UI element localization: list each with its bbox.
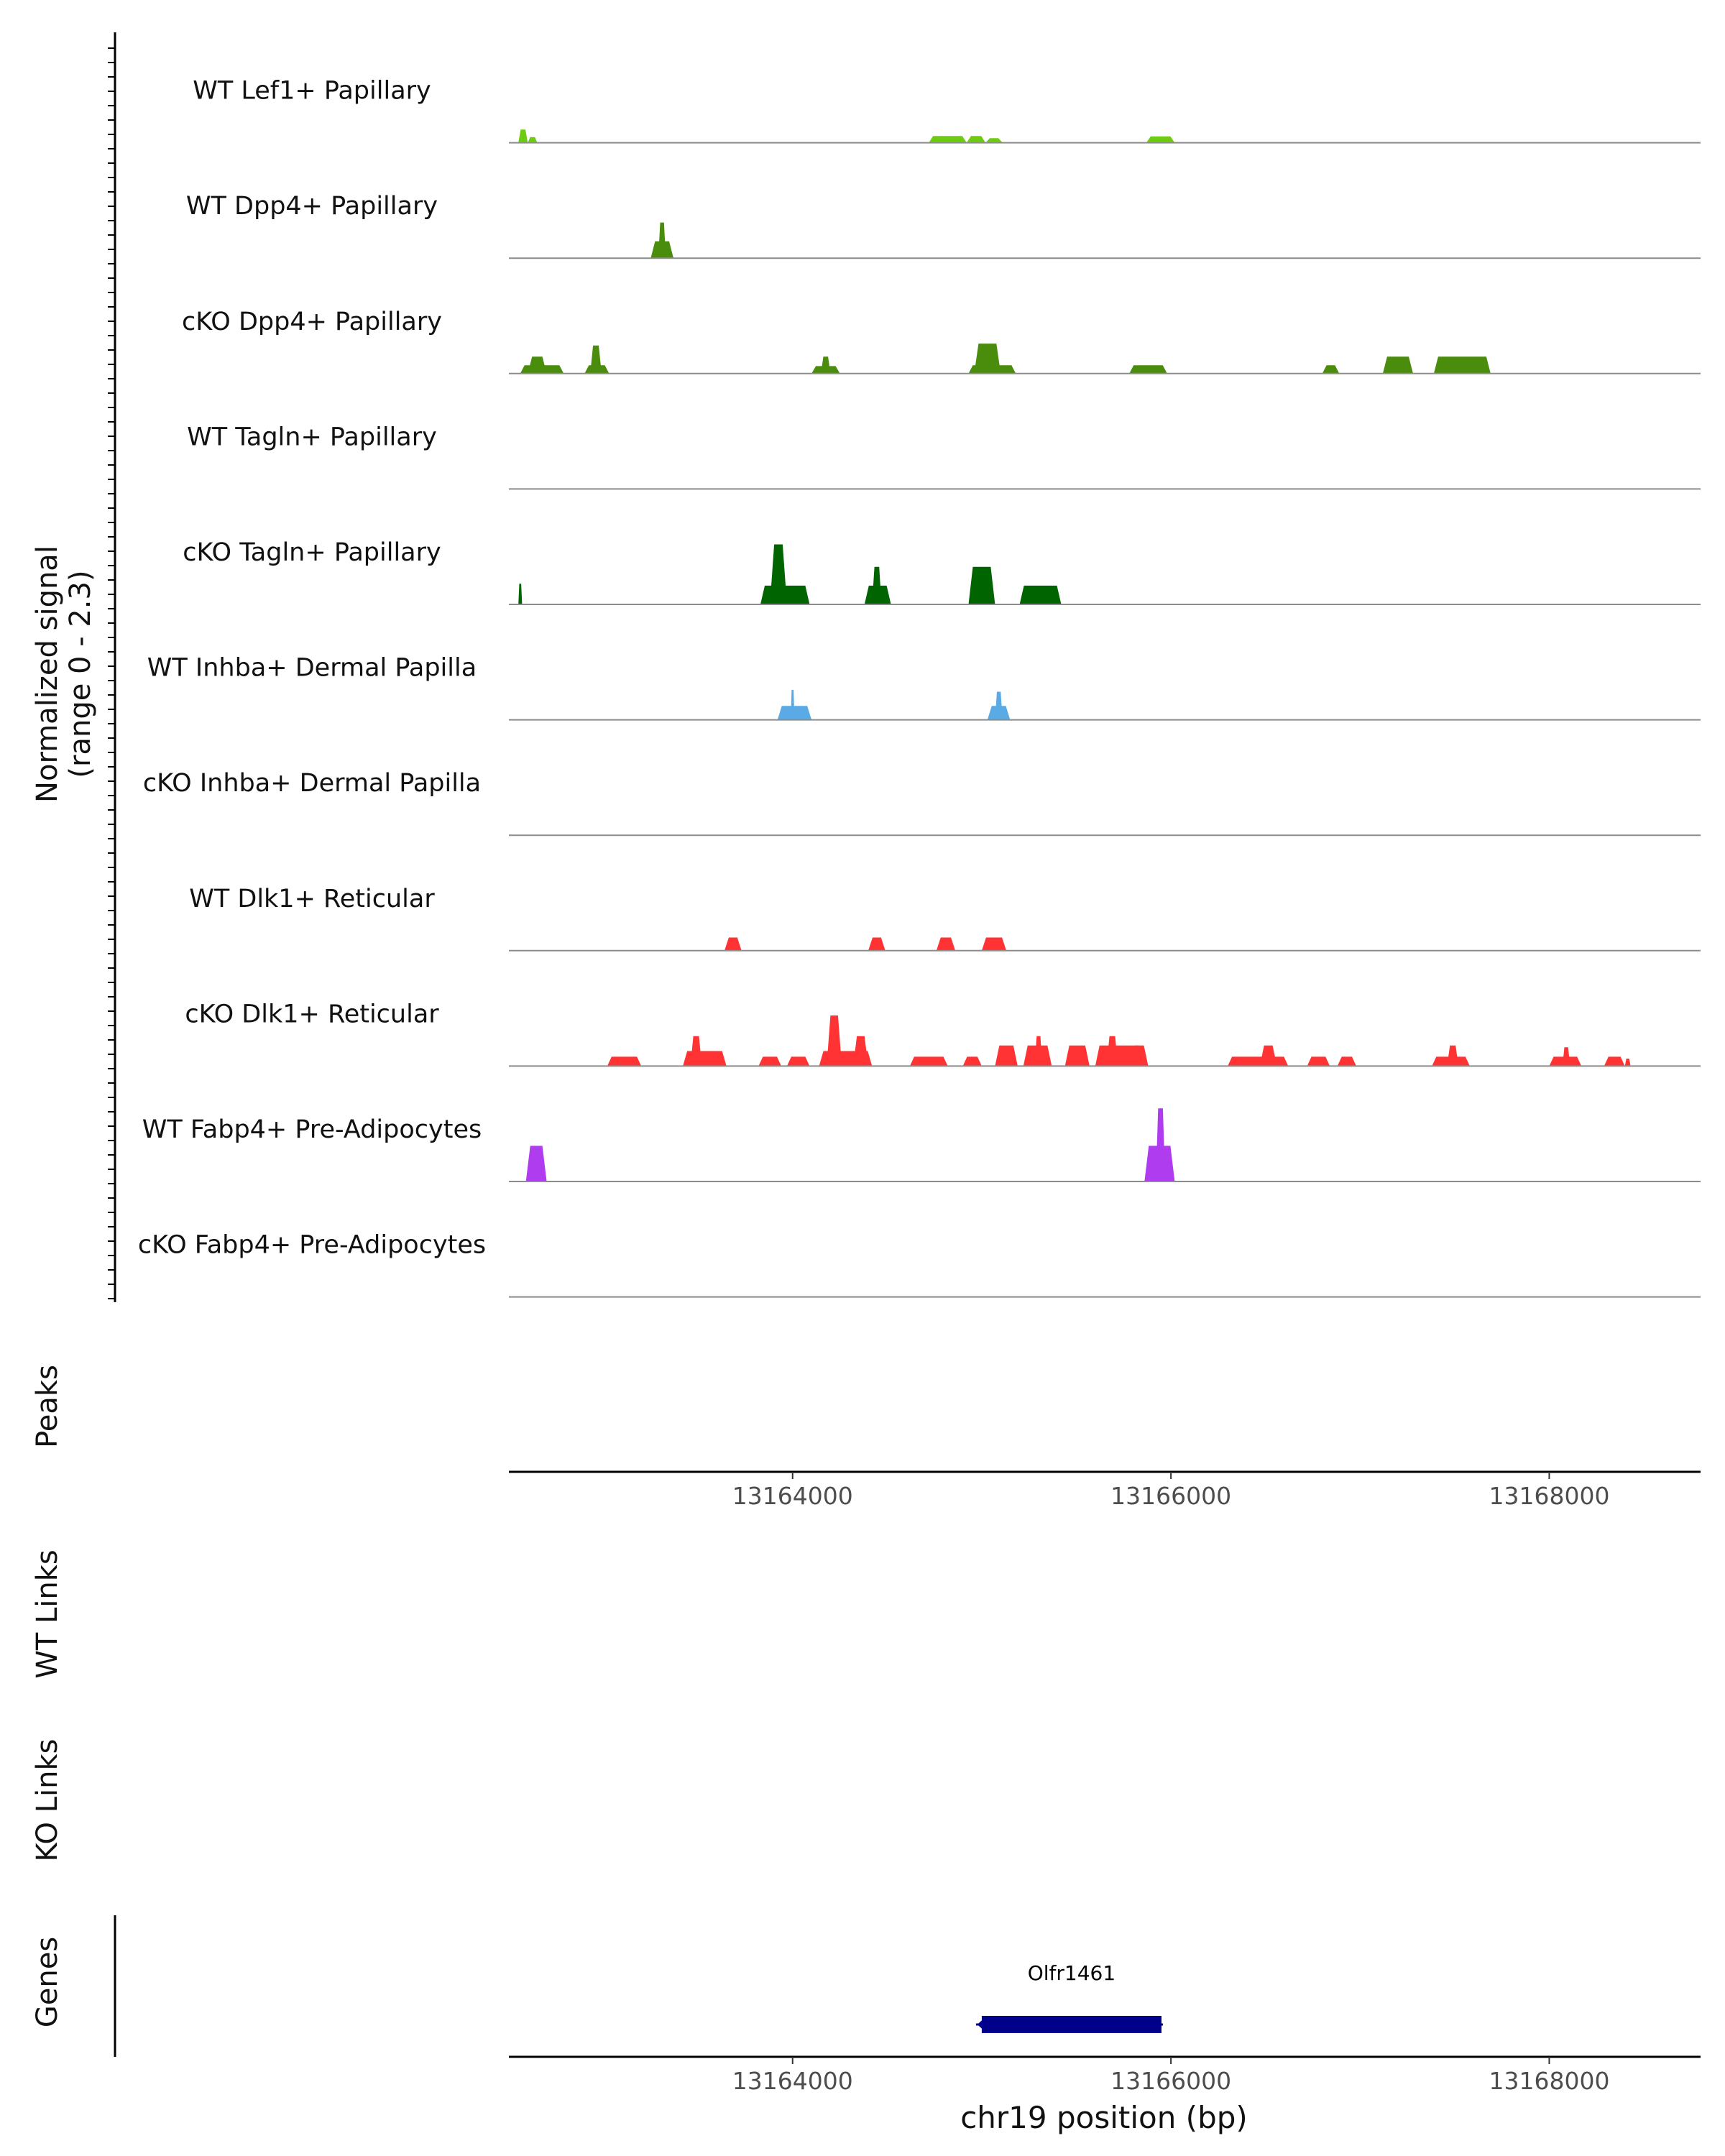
track-wt-inhba-dermal-papilla: WT Inhba+ Dermal Papilla [147, 654, 1701, 721]
signal-peak [868, 937, 886, 951]
track-label: WT Dlk1+ Reticular [189, 885, 435, 913]
signal-peak [936, 937, 956, 951]
track-wt-tagln-papillary: WT Tagln+ Papillary [187, 423, 1701, 490]
wt-links-section-label: WT Links [31, 1549, 64, 1678]
track-wt-fabp4-pre-adipocytes: WT Fabp4+ Pre-Adipocytes [142, 1108, 1701, 1182]
signal-peak [1382, 356, 1413, 374]
peaks-x-axis: 13164000 13166000 13168000 [509, 1470, 1701, 1510]
track-wt-dpp4-papillary: WT Dpp4+ Papillary [186, 192, 1701, 259]
peaks-x-tick-label: 13168000 [1489, 1482, 1609, 1510]
track-label: WT Fabp4+ Pre-Adipocytes [142, 1115, 482, 1144]
track-cko-dpp4-papillary: cKO Dpp4+ Papillary [182, 308, 1701, 374]
signal-peak [525, 1146, 547, 1181]
signal-peak [929, 136, 967, 143]
ko-links-section-label: KO Links [31, 1739, 64, 1862]
gene-label: Olfr1461 [1028, 1961, 1116, 1985]
track-wt-lef1-papillary: WT Lef1+ Papillary [193, 77, 1701, 144]
signal-peak [1064, 1045, 1090, 1067]
track-cko-tagln-papillary: cKO Tagln+ Papillary [183, 538, 1701, 605]
signal-peak [683, 1051, 727, 1067]
signal-peak [1604, 1056, 1625, 1067]
strand-arrow-icon [977, 2017, 987, 2032]
track-wt-dlk1-reticular: WT Dlk1+ Reticular [189, 885, 1701, 952]
signal-peak [1034, 1036, 1043, 1067]
genes-x-tick-label: 13164000 [732, 2067, 853, 2095]
gene-olfr1461: Olfr1461 [975, 1961, 1163, 2033]
signal-peak [724, 937, 742, 951]
signal-peak [1259, 1045, 1277, 1067]
genes-x-tick-label: 13168000 [1489, 2067, 1609, 2095]
signal-peak [758, 1056, 781, 1067]
signal-y-axis [108, 32, 116, 1302]
peaks-x-tick-label: 13166000 [1110, 1482, 1231, 1510]
genes-section-label: Genes [31, 1937, 64, 2027]
track-label: cKO Tagln+ Papillary [183, 538, 441, 567]
genes-x-tick-label: 13166000 [1110, 2067, 1231, 2095]
signal-peak [995, 1045, 1018, 1067]
signal-peak [590, 345, 602, 374]
signal-peak [1156, 1108, 1166, 1181]
signal-peak [827, 1015, 842, 1067]
signal-peak [981, 937, 1007, 951]
signal-peak [872, 566, 882, 604]
signal-peak [1106, 1036, 1118, 1067]
gene-exon [981, 2016, 1162, 2033]
track-label: WT Tagln+ Papillary [187, 423, 437, 451]
signal-peak [1322, 365, 1340, 374]
signal-peak [770, 544, 787, 604]
signal-peak [528, 137, 538, 143]
gene-track: Olfr1461 [975, 1961, 1163, 2033]
track-cko-fabp4-pre-adipocytes: cKO Fabp4+ Pre-Adipocytes [138, 1231, 1701, 1298]
signal-tracks: WT Lef1+ Papillary WT Dpp4+ Papillary cKO … [138, 77, 1701, 1298]
signal-peak [607, 1056, 642, 1067]
signal-peak [853, 1036, 868, 1067]
signal-peak [966, 136, 986, 143]
peaks-x-tick-label: 13164000 [732, 1482, 853, 1510]
track-cko-inhba-dermal-papilla: cKO Inhba+ Dermal Papilla [143, 769, 1701, 837]
x-axis-label: chr19 position (bp) [960, 2100, 1248, 2135]
signal-peak [1562, 1047, 1570, 1067]
signal-peak [1133, 1045, 1141, 1067]
signal-peak [968, 566, 995, 604]
track-label: WT Dpp4+ Papillary [186, 192, 438, 221]
track-label: cKO Dlk1+ Reticular [185, 1000, 439, 1028]
signal-peak [1307, 1056, 1330, 1067]
track-cko-dlk1-reticular: cKO Dlk1+ Reticular [185, 1000, 1701, 1067]
signal-peak [985, 138, 1003, 143]
signal-peak [1433, 356, 1491, 374]
signal-peak [1624, 1059, 1631, 1067]
track-label: cKO Dpp4+ Papillary [182, 308, 442, 336]
track-label: WT Inhba+ Dermal Papilla [147, 654, 477, 683]
signal-peak [791, 689, 795, 720]
signal-peak [1447, 1045, 1459, 1067]
signal-peak [528, 356, 547, 374]
signal-peak [777, 706, 812, 720]
signal-peak [690, 1036, 702, 1067]
signal-peak [909, 1056, 948, 1067]
signal-peak [518, 584, 523, 604]
signal-peak [821, 356, 831, 374]
signal-peak [962, 1056, 982, 1067]
signal-peak [1129, 365, 1167, 374]
peaks-section-label: Peaks [31, 1365, 64, 1448]
y-axis-label-line1: Normalized signal [31, 545, 64, 803]
y-axis-label-line2: (range 0 - 2.3) [64, 570, 97, 778]
genes-x-axis: 13164000 13166000 13168000 [509, 2055, 1701, 2095]
track-label: cKO Fabp4+ Pre-Adipocytes [138, 1231, 486, 1260]
signal-peak [974, 344, 1001, 374]
signal-peak [1019, 585, 1062, 604]
signal-peak [786, 1056, 810, 1067]
signal-peak [1228, 1056, 1289, 1067]
signal-peak [995, 691, 1003, 720]
signal-peak [1146, 136, 1175, 143]
signal-peak [1337, 1056, 1356, 1067]
signal-peak [658, 222, 666, 259]
track-label: WT Lef1+ Papillary [193, 77, 431, 106]
track-label: cKO Inhba+ Dermal Papilla [143, 769, 481, 798]
signal-peak [518, 129, 528, 143]
